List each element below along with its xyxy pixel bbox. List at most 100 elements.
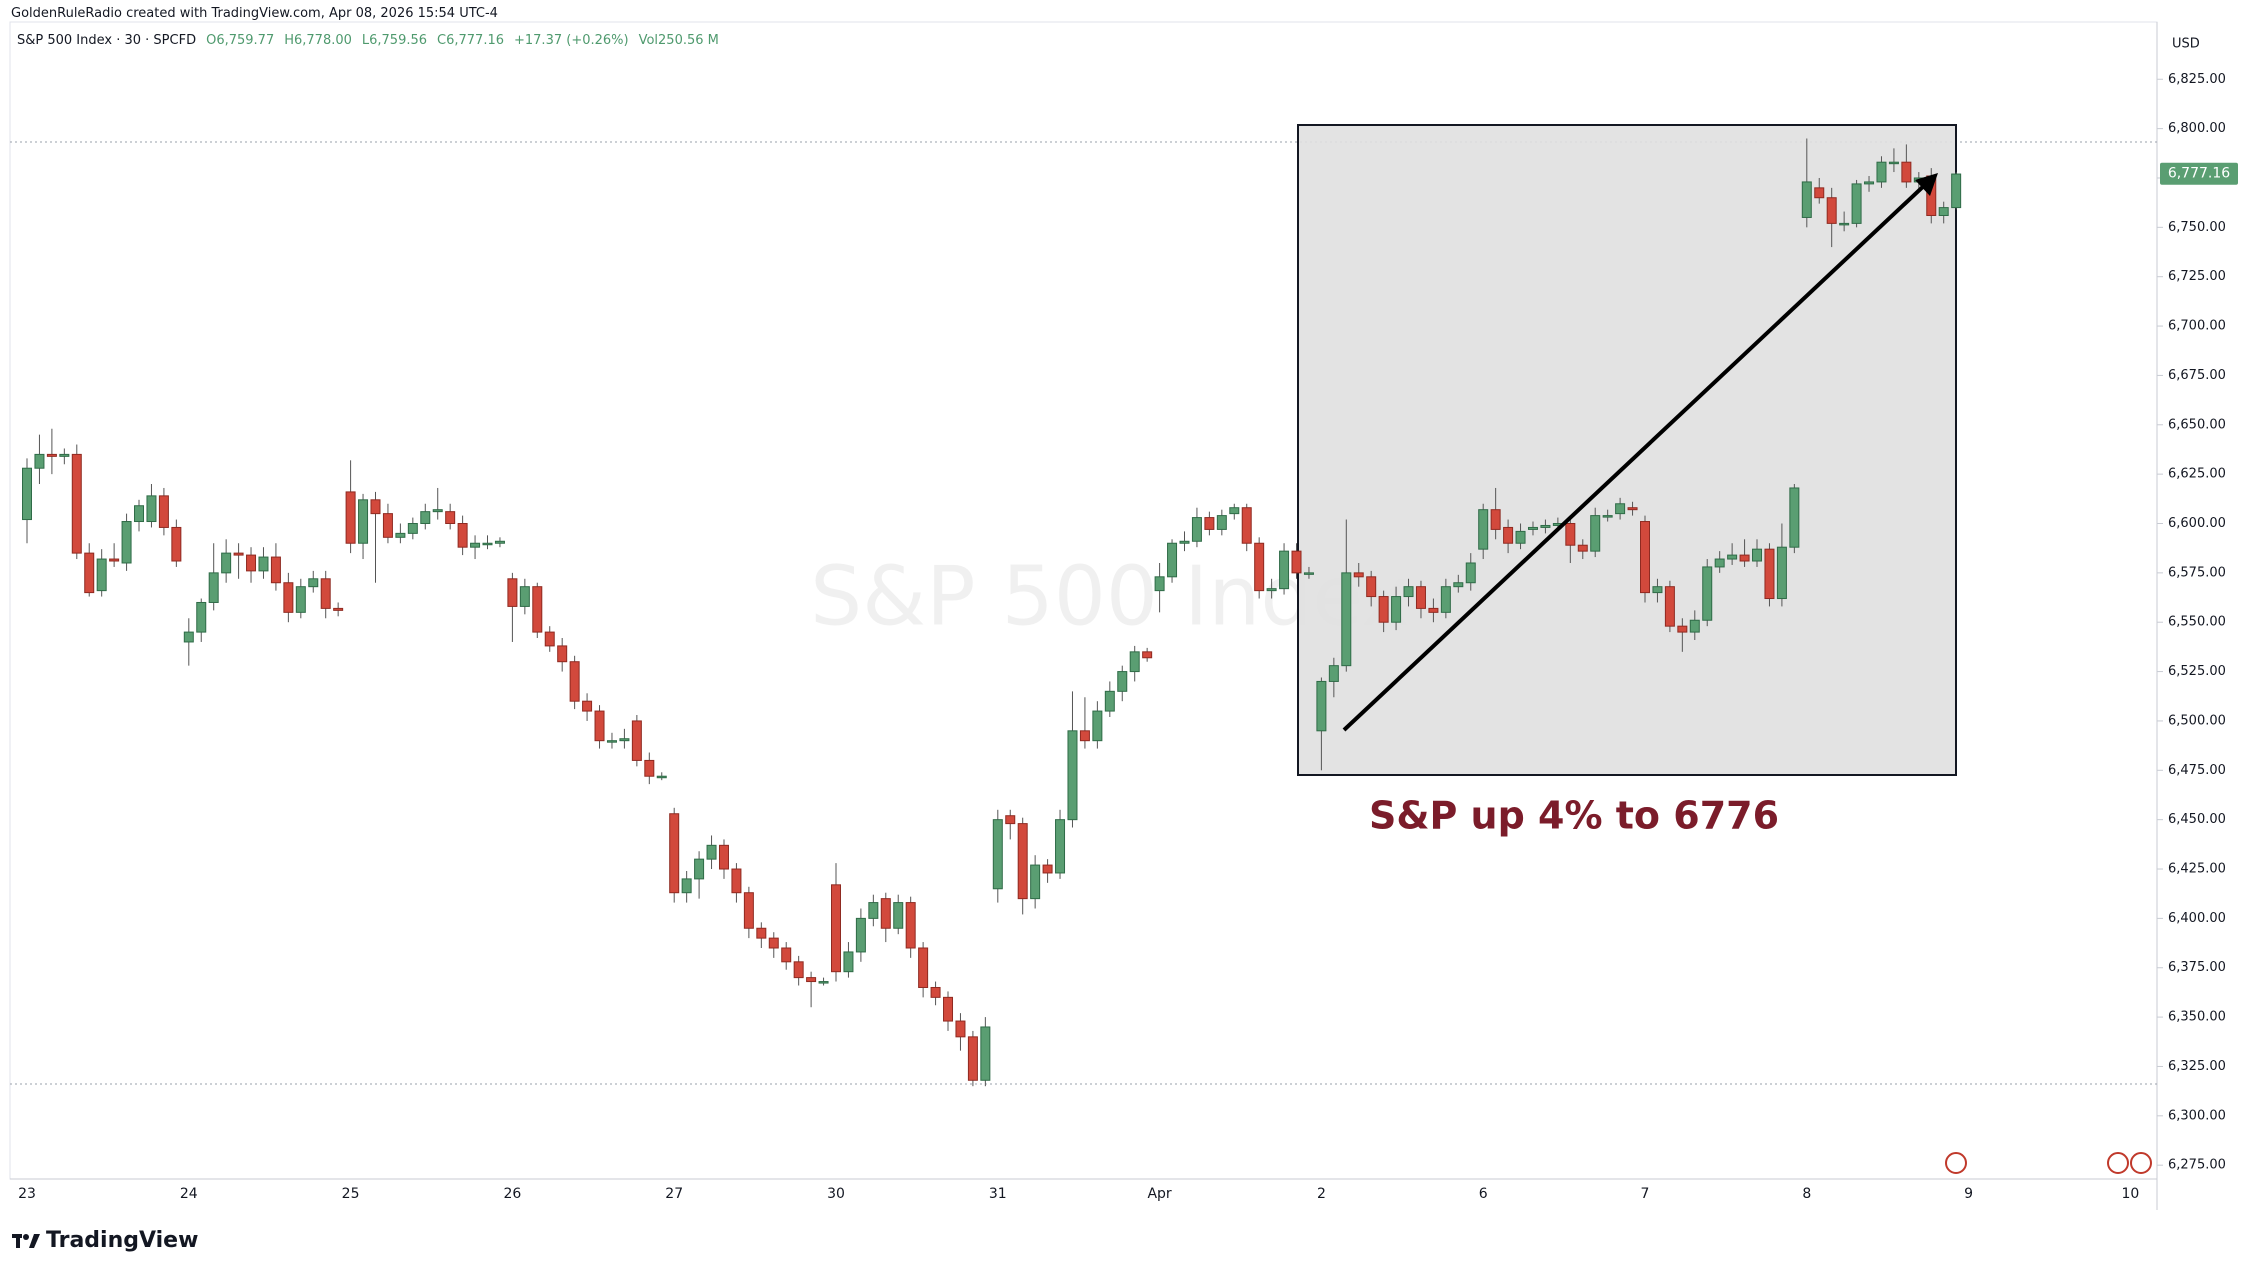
- logo-text: TradingView: [46, 1228, 199, 1253]
- candle-body: [1353, 572, 1364, 578]
- y-tick-label: 6,450.00: [2168, 812, 2226, 827]
- candle-body: [893, 902, 904, 929]
- candle-body: [644, 759, 655, 777]
- candle-body: [382, 513, 393, 538]
- candle-body: [1503, 526, 1514, 544]
- candle-body: [171, 526, 182, 562]
- candle-body: [831, 884, 841, 973]
- candle-body: [1814, 187, 1825, 199]
- candle-body: [1839, 222, 1850, 226]
- candle-body: [1640, 521, 1650, 594]
- y-tick-label: 6,750.00: [2168, 220, 2226, 235]
- candle-body: [980, 1026, 991, 1081]
- candle-body: [1938, 207, 1949, 216]
- candle-body: [1229, 507, 1240, 515]
- candle-body: [1341, 572, 1352, 667]
- y-tick-label: 6,550.00: [2168, 615, 2226, 630]
- x-tick-label: 26: [503, 1186, 521, 1202]
- candle-body: [1042, 864, 1053, 874]
- candle-body: [1465, 562, 1476, 584]
- candle-body: [46, 453, 57, 457]
- candle-body: [793, 961, 804, 979]
- x-tick-label: 10: [2121, 1186, 2139, 1202]
- x-tick-label: 2: [1317, 1186, 1326, 1202]
- y-tick-label: 6,350.00: [2168, 1010, 2226, 1025]
- candle-body: [669, 813, 680, 894]
- candle-body: [1005, 815, 1016, 825]
- y-tick-label: 6,475.00: [2168, 763, 2226, 778]
- candle-body: [743, 892, 754, 929]
- candle-body: [1951, 173, 1962, 209]
- candle-body: [1391, 596, 1402, 623]
- y-tick-label: 6,400.00: [2168, 911, 2226, 926]
- candle-body: [1303, 572, 1314, 575]
- y-tick-label: 6,725.00: [2168, 269, 2226, 284]
- candle-body: [134, 505, 145, 523]
- event-icon[interactable]: [2130, 1152, 2152, 1174]
- y-tick-label: 6,800.00: [2168, 121, 2226, 136]
- candle-body: [1316, 680, 1327, 732]
- candle-body: [1627, 507, 1638, 511]
- candle-body: [1142, 651, 1153, 659]
- candle-body: [1664, 586, 1675, 627]
- candle-body: [1254, 542, 1265, 592]
- candle-body: [22, 467, 32, 521]
- candle-body: [569, 661, 580, 702]
- candle-body: [1727, 554, 1738, 560]
- event-icon[interactable]: [1945, 1152, 1967, 1174]
- candle-body: [1030, 864, 1041, 900]
- candle-body: [96, 558, 107, 592]
- event-icon[interactable]: [2107, 1152, 2129, 1174]
- x-tick-label: 31: [989, 1186, 1007, 1202]
- candle-body: [631, 720, 642, 761]
- candle-body: [1440, 586, 1451, 613]
- candle-body: [1378, 596, 1389, 623]
- candle-body: [681, 878, 692, 894]
- change: +17.37 (+0.26%): [514, 33, 629, 48]
- candle-body: [1577, 544, 1588, 552]
- symbol[interactable]: S&P 500 Index · 30 · SPCFD: [17, 33, 197, 48]
- candle-body: [855, 917, 866, 953]
- candle-body: [283, 582, 294, 613]
- candle-body: [905, 902, 916, 949]
- candle-body: [445, 511, 456, 524]
- candle-body: [843, 951, 854, 973]
- candle-body: [1055, 819, 1066, 874]
- candle-body: [731, 868, 742, 894]
- candle-body: [1851, 183, 1862, 224]
- candle-body: [1179, 540, 1190, 544]
- logo[interactable]: TradingView: [12, 1228, 198, 1253]
- candle-body: [320, 578, 331, 609]
- candle-body: [71, 453, 82, 554]
- candle-body: [246, 554, 257, 572]
- candle-body: [806, 977, 817, 983]
- candle-body: [1565, 522, 1576, 546]
- y-tick-label: 6,700.00: [2168, 319, 2226, 334]
- y-tick-label: 6,500.00: [2168, 713, 2226, 728]
- candle-body: [1776, 546, 1787, 600]
- candle-body: [1328, 665, 1339, 682]
- candle-body: [756, 927, 767, 939]
- candle-body: [1739, 554, 1750, 562]
- candle-body: [158, 495, 169, 528]
- candle-body: [1279, 550, 1290, 590]
- candle-body: [606, 740, 617, 743]
- candle-body: [868, 902, 879, 919]
- candle-body: [221, 552, 232, 574]
- candle-body: [1764, 548, 1775, 600]
- candle-body: [943, 996, 954, 1022]
- candle-body: [1826, 197, 1837, 224]
- candle-body: [1216, 515, 1227, 530]
- candle-body: [258, 556, 269, 572]
- candle-body: [1366, 576, 1377, 598]
- candle-body: [270, 556, 281, 584]
- candle-body: [582, 700, 593, 712]
- candle-body: [880, 898, 891, 929]
- candle-body: [345, 491, 356, 544]
- candle-body: [1702, 566, 1713, 621]
- candle-body: [1204, 517, 1215, 530]
- x-tick-label: 27: [665, 1186, 683, 1202]
- candle-body: [395, 532, 406, 538]
- candle-body: [955, 1020, 966, 1038]
- open: O6,759.77: [206, 33, 275, 48]
